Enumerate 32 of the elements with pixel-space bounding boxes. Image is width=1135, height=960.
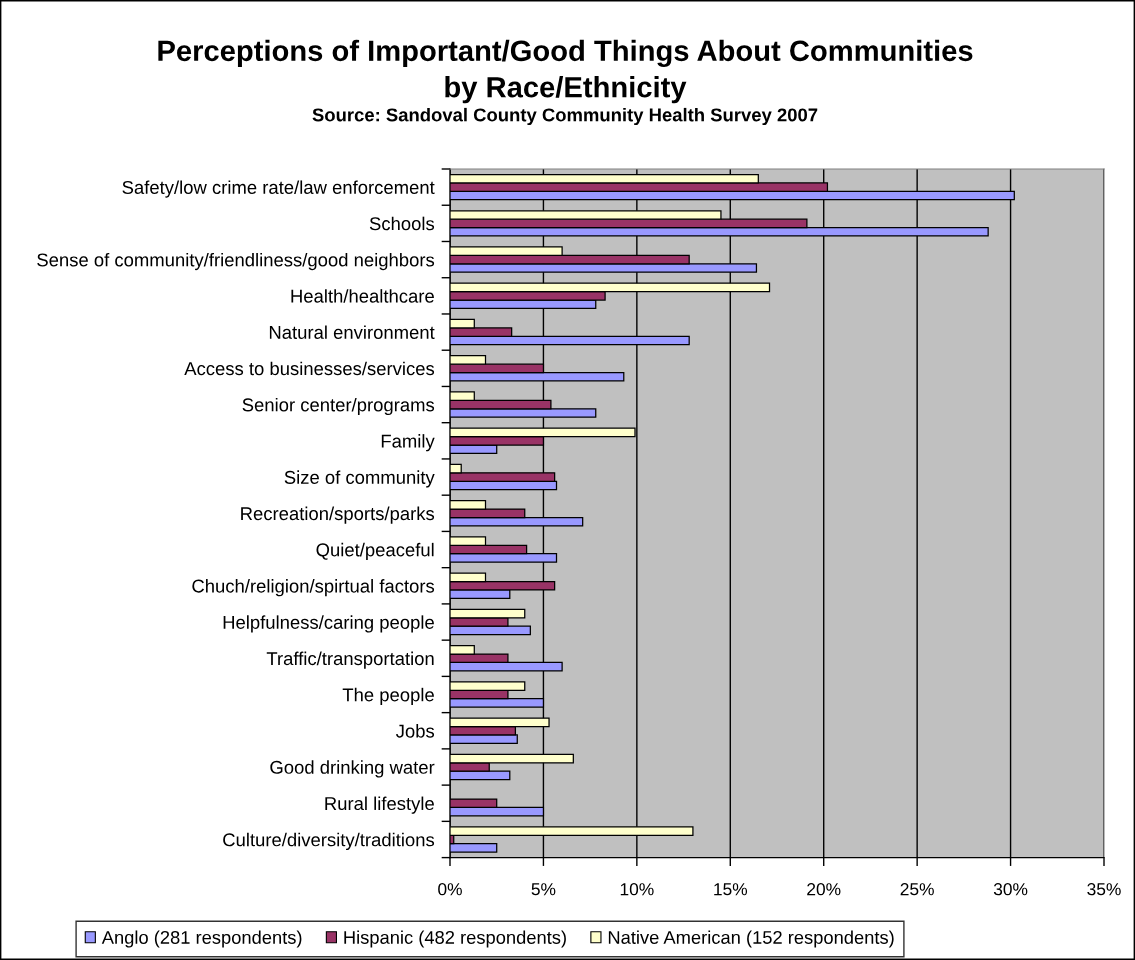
y-tick-label: Safety/low crime rate/law enforcement	[122, 180, 435, 198]
y-tick-label: Culture/diversity/traditions	[223, 832, 435, 851]
x-tick-label: 35%	[1087, 883, 1121, 896]
y-tick-label: Natural environment	[269, 325, 435, 339]
y-tick-label: Senior center/programs	[242, 397, 435, 416]
y-tick-label: Good drinking water	[270, 760, 435, 778]
y-tick-label: Schools	[369, 216, 435, 231]
y-tick-label: Traffic/transportation	[266, 651, 434, 669]
legend-label: Hispanic (482 respondents)	[344, 930, 566, 948]
x-tick-label: 25%	[900, 883, 934, 896]
y-tick-label: Access to businesses/services	[184, 361, 435, 376]
y-tick-label: Jobs	[395, 724, 435, 738]
x-tick-label: 10%	[620, 883, 654, 896]
y-tick-label: Recreation/sports/parks	[241, 506, 435, 524]
y-tick-label: Size of community	[284, 470, 435, 488]
y-tick-label: Chuch/religion/spirtual factors	[192, 579, 435, 597]
x-tick-label: 20%	[807, 883, 841, 896]
y-tick-label: Helpfulness/caring people	[223, 615, 434, 633]
legend-label: Native American (152 respondents)	[608, 930, 894, 948]
y-tick-label: Quiet/peaceful	[316, 542, 434, 561]
x-tick-label: 0%	[438, 883, 462, 896]
x-tick-label: 30%	[993, 883, 1028, 896]
x-tick-label: 5%	[531, 883, 556, 896]
y-tick-label: Health/healthcare	[291, 289, 434, 303]
y-tick-label: Rural lifestyle	[325, 796, 434, 814]
y-tick-label: The people	[342, 687, 434, 706]
y-tick-label: Family	[381, 434, 435, 452]
chart-title: Perceptions of Important/Good Things About Communities by Race/Ethnicity	[158, 39, 973, 104]
x-tick-label: 15%	[714, 883, 748, 896]
source-note: Source: Sandoval County Community Health Survey 2007	[312, 107, 818, 126]
legend-label: Anglo (281 respondents)	[101, 930, 302, 948]
y-tick-label: Sense of community/friendliness/good neighbors	[37, 252, 435, 271]
